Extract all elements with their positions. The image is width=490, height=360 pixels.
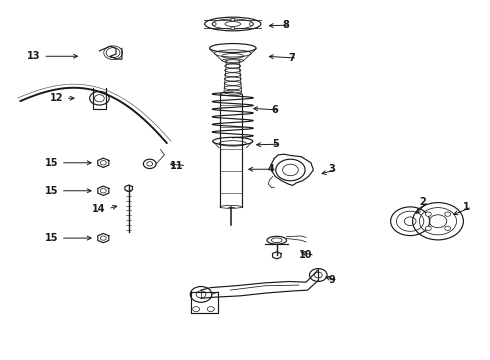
Circle shape (231, 18, 235, 21)
Text: 15: 15 (45, 186, 58, 196)
Text: 15: 15 (45, 158, 58, 168)
Circle shape (249, 23, 253, 26)
Text: 4: 4 (268, 164, 274, 174)
Text: 1: 1 (463, 202, 470, 212)
Text: 6: 6 (271, 105, 278, 115)
Circle shape (445, 212, 451, 216)
Circle shape (425, 212, 431, 216)
Text: 10: 10 (299, 250, 313, 260)
Text: 9: 9 (329, 275, 335, 285)
Circle shape (445, 226, 451, 230)
Text: 15: 15 (45, 233, 58, 243)
Text: 12: 12 (50, 93, 63, 103)
Text: 5: 5 (272, 139, 279, 149)
Text: 13: 13 (27, 51, 41, 61)
Circle shape (231, 27, 235, 30)
Text: 2: 2 (419, 197, 426, 207)
Circle shape (425, 226, 431, 230)
Text: 8: 8 (282, 20, 289, 30)
Text: 3: 3 (329, 164, 335, 174)
Circle shape (212, 23, 216, 26)
Text: 14: 14 (92, 204, 106, 214)
Text: 11: 11 (171, 161, 184, 171)
Text: 7: 7 (288, 53, 295, 63)
